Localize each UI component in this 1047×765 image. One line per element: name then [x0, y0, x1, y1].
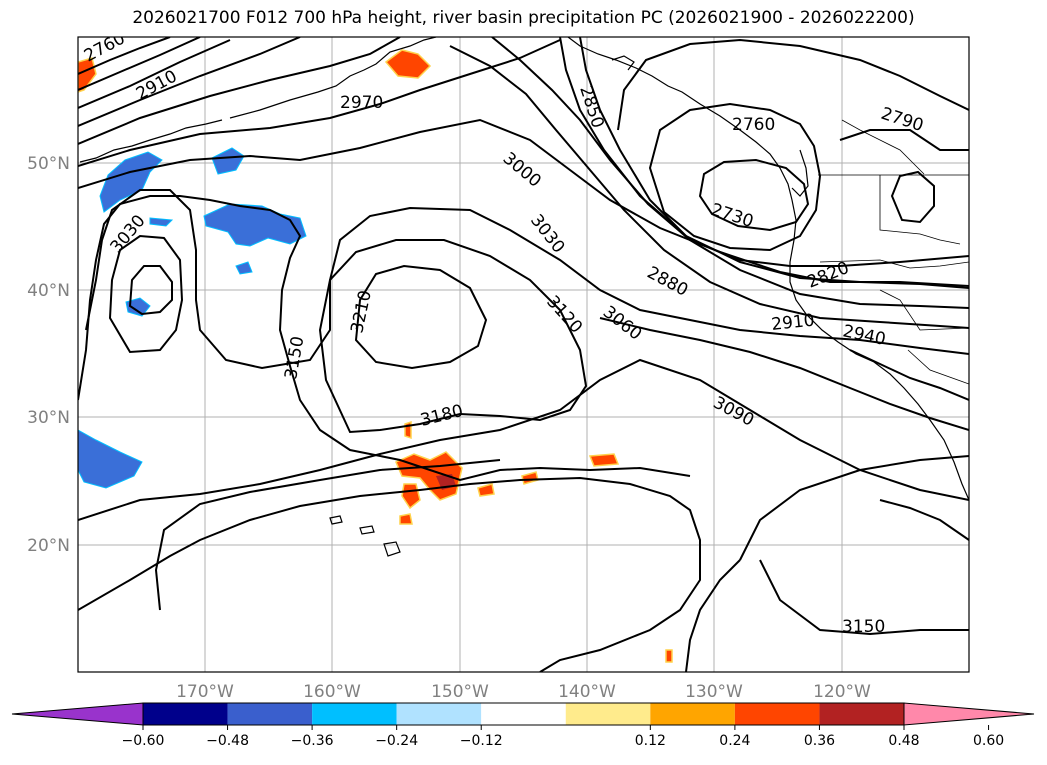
lat-labels: 50°N 40°N 30°N 20°N: [27, 154, 70, 556]
gridlines: [78, 37, 969, 672]
lon-label-160w: 160°W: [303, 682, 361, 702]
colorbar-under-arrow: [11, 702, 144, 726]
colorbar-bin: [650, 703, 735, 725]
colorbar-frame: [142, 702, 905, 726]
contour-label: 2760: [732, 115, 775, 135]
contour-label: 3150: [842, 617, 885, 637]
lon-label-170w: 170°W: [176, 682, 234, 702]
map-panel: [78, 37, 969, 672]
lon-label-140w: 140°W: [558, 682, 616, 702]
colorbar-bin: [734, 703, 820, 725]
map-frame: [77, 36, 970, 673]
lon-label-150w: 150°W: [431, 682, 489, 702]
colorbar: −0.60 −0.48 −0.36 −0.24 −0.12 0.12 0.24 0.36 0.4…: [11, 702, 1035, 749]
colorbar-tick-label: 0.48: [888, 733, 919, 749]
colorbar-tick-label: 0.36: [804, 733, 835, 749]
colorbar-tick-label: 0.24: [719, 733, 750, 749]
map-title: 2026021700 F012 700 hPa height, river ba…: [132, 8, 915, 28]
colorbar-bin: [312, 703, 397, 725]
lat-label-20n: 20°N: [27, 536, 70, 556]
lon-label-130w: 130°W: [685, 682, 743, 702]
colorbar-tick-label: −0.24: [375, 733, 418, 749]
coastlines: [79, 37, 969, 557]
colorbar-over-arrow: [903, 702, 1035, 726]
lon-label-120w: 120°W: [813, 682, 871, 702]
colorbar-tick-label: −0.12: [460, 733, 503, 749]
colorbar-bin: [396, 703, 482, 725]
lat-label-50n: 50°N: [27, 154, 70, 174]
colorbar-tick-label: −0.60: [122, 733, 165, 749]
colorbar-tick-label: 0.60: [973, 733, 1004, 749]
height-contours: [78, 37, 969, 672]
contour-label: 2910: [770, 311, 815, 335]
colorbar-bin: [143, 703, 228, 725]
colorbar-tick-label: −0.48: [206, 733, 249, 749]
colorbar-bin: [227, 703, 313, 725]
colorbar-tick-label: 0.12: [635, 733, 666, 749]
colorbar-bin: [481, 703, 566, 725]
contour-label: 2970: [340, 93, 383, 113]
colorbar-bin: [819, 703, 904, 725]
colorbar-bin: [565, 703, 651, 725]
lat-label-40n: 40°N: [27, 281, 70, 301]
lon-labels: 170°W 160°W 150°W 140°W 130°W 120°W: [176, 682, 871, 702]
political-borders: [818, 119, 969, 385]
colorbar-tick-label: −0.36: [291, 733, 334, 749]
lat-label-30n: 30°N: [27, 408, 70, 428]
